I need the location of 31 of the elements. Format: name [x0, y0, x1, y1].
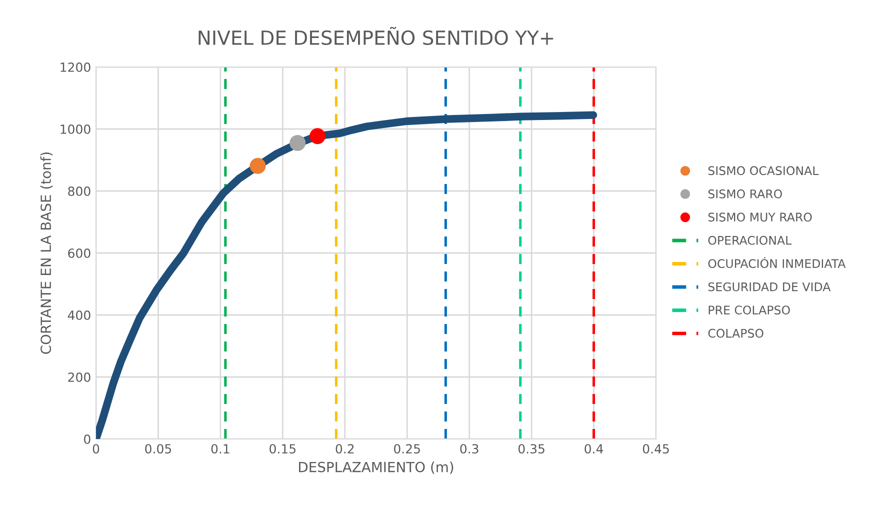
y-tick-label: 0: [84, 434, 90, 444]
chart-title: NIVEL DE DESEMPEÑO SENTIDO YY+: [198, 26, 554, 46]
legend-label: SISMO RARO: [708, 189, 782, 198]
x-tick-label: 0: [92, 444, 100, 454]
point: [290, 134, 306, 151]
point: [250, 158, 266, 174]
x-tick-label: 0.35: [518, 444, 544, 454]
x-tick-label: 0.4: [584, 444, 604, 454]
point: [310, 128, 326, 144]
x-tick-label: 0.05: [145, 444, 172, 454]
x-tick-label: 0.15: [270, 444, 296, 454]
legend-label: PRE COLAPSO: [708, 306, 790, 315]
y-tick-label: 200: [68, 372, 90, 382]
legend-label: COLAPSO: [708, 328, 764, 338]
legend-label: OPERACIONAL: [708, 236, 792, 245]
x-tick-label: 0.3: [460, 444, 478, 454]
x-tick-label: 0.1: [211, 444, 230, 454]
legend-label: SEGURIDAD DE VIDA: [708, 282, 831, 292]
x-tick-label: 0.25: [394, 444, 420, 454]
y-tick-label: 1200: [60, 62, 90, 72]
x-tick-label: 0.2: [336, 444, 354, 454]
y-tick-label: 1000: [60, 124, 90, 134]
y-tick-label: 400: [68, 310, 90, 320]
legend-label: SISMO MUY RARO: [708, 212, 812, 222]
x-tick-label: 0.45: [642, 444, 669, 454]
legend-label: OCUPACIÓN INMEDIATA: [708, 256, 846, 268]
x-axis-title: DESPLAZAMIENTO (m): [299, 462, 454, 474]
y-tick-label: 600: [68, 248, 90, 258]
legend-label: SISMO OCASIONAL: [708, 166, 819, 176]
y-tick-label: 800: [68, 186, 90, 196]
y-axis-title: CORTANTE EN LA BASE (tonf): [40, 152, 53, 354]
